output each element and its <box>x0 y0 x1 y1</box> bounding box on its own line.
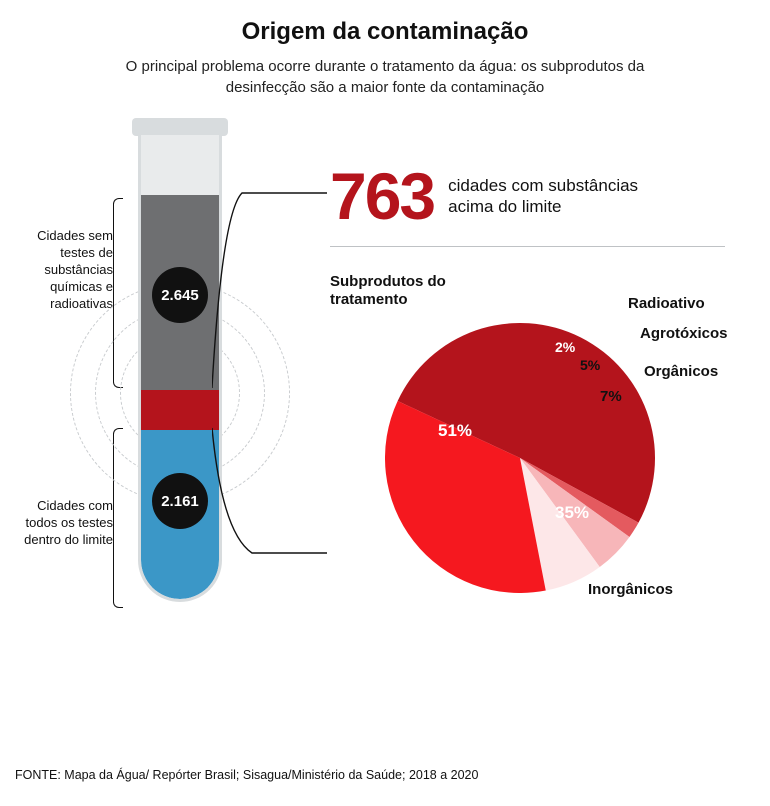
pie-label-inorganicos: Inorgânicos <box>588 581 673 599</box>
pie-pct-organicos: 7% <box>600 388 622 405</box>
test-tube: 2.645 2.161 <box>120 118 240 608</box>
pie-pct-radioativo: 2% <box>555 339 575 355</box>
pie-pct-inorganicos: 35% <box>555 503 589 523</box>
tube-body: 2.645 2.161 <box>138 132 222 602</box>
pie-label-agrotoxicos: Agrotóxicos <box>640 325 728 343</box>
pie-pct-subprodutos: 51% <box>438 421 472 441</box>
right-panel: 763 cidades com substâncias acima do lim… <box>330 158 740 623</box>
page-title: Origem da contaminação <box>0 18 770 46</box>
pie-chart <box>385 323 655 593</box>
page-subtitle: O principal problema ocorre durante o tr… <box>115 56 655 98</box>
pie-label-radioativo: Radioativo <box>628 295 705 313</box>
tube-badge-gray: 2.645 <box>152 267 208 323</box>
pie-label-organicos: Orgânicos <box>644 363 718 381</box>
headline-number: 763 <box>330 158 434 234</box>
source-text: FONTE: Mapa da Água/ Repórter Brasil; Si… <box>15 768 478 782</box>
divider <box>330 246 725 247</box>
tube-seg-red <box>141 390 219 430</box>
tube-badge-blue: 2.161 <box>152 473 208 529</box>
pie-area: Subprodutos do tratamento Radioativo Agr… <box>330 263 740 623</box>
main-graphic: Cidades sem testes de substâncias químic… <box>0 118 770 678</box>
pie-pct-agrotoxicos: 5% <box>580 357 600 373</box>
tube-label-top: Cidades sem testes de substâncias químic… <box>8 228 113 312</box>
pie-label-subprodutos: Subprodutos do tratamento <box>330 273 470 309</box>
tube-label-bottom: Cidades com todos os testes dentro do li… <box>8 498 113 549</box>
headline-text: cidades com substâncias acima do limite <box>448 175 668 218</box>
tube-seg-air <box>141 135 219 195</box>
